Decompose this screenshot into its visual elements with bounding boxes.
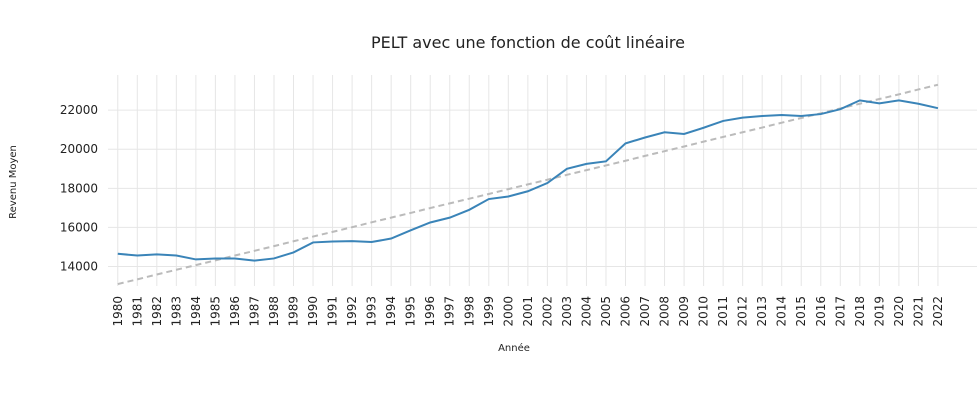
x-tick-label: 2002 xyxy=(540,296,554,327)
y-tick-label: 16000 xyxy=(60,220,98,234)
line-series xyxy=(117,99,939,262)
x-tick-label: 2003 xyxy=(560,296,574,327)
x-tick-label: 2001 xyxy=(521,296,535,327)
x-tick-label: 2013 xyxy=(755,296,769,327)
x-tick-label: 1993 xyxy=(365,296,379,327)
x-tick-label: 2008 xyxy=(658,296,672,327)
y-tick-label: 22000 xyxy=(60,103,98,117)
x-tick-label: 2011 xyxy=(716,296,730,327)
x-tick-label: 1988 xyxy=(267,296,281,327)
x-tick-label: 2015 xyxy=(794,296,808,327)
x-tick-label: 1994 xyxy=(384,296,398,327)
x-tick-label: 1987 xyxy=(247,296,261,327)
x-tick-label: 1986 xyxy=(228,296,242,327)
x-tick-label: 2019 xyxy=(872,296,886,327)
x-tick-label: 1984 xyxy=(189,296,203,327)
x-tick-label: 2021 xyxy=(911,296,925,327)
x-axis-label: Année xyxy=(498,342,530,354)
x-tick-label: 1991 xyxy=(326,296,340,327)
y-axis-label: Revenu Moyen xyxy=(8,145,19,219)
y-tick-label: 18000 xyxy=(60,181,98,195)
x-tick-label: 2014 xyxy=(775,296,789,327)
x-tick-label: 2012 xyxy=(736,296,750,327)
x-tick-label: 1996 xyxy=(423,296,437,327)
x-tick-label: 2018 xyxy=(853,296,867,327)
x-tick-label: 2010 xyxy=(697,296,711,327)
x-tick-label: 2017 xyxy=(833,296,847,327)
x-tick-label: 1998 xyxy=(462,296,476,327)
x-tick-label: 1981 xyxy=(130,296,144,327)
x-tick-label: 2009 xyxy=(677,296,691,327)
y-tick-label: 20000 xyxy=(60,142,98,156)
x-tick-label: 2000 xyxy=(501,296,515,327)
x-tick-label: 1999 xyxy=(482,296,496,327)
x-tick-label: 2022 xyxy=(931,296,945,327)
y-tick-label: 14000 xyxy=(60,259,98,273)
x-tick-label: 2016 xyxy=(814,296,828,327)
x-tick-label: 2006 xyxy=(618,296,632,327)
x-tick-label: 2004 xyxy=(579,296,593,327)
x-tick-label: 1995 xyxy=(404,296,418,327)
x-tick-label: 1992 xyxy=(345,296,359,327)
x-tick-label: 1989 xyxy=(287,296,301,327)
line-series xyxy=(117,83,939,286)
x-tick-label: 1983 xyxy=(169,296,183,327)
x-tick-label: 1980 xyxy=(111,296,125,327)
x-tick-label: 2020 xyxy=(892,296,906,327)
x-tick-label: 2005 xyxy=(599,296,613,327)
x-tick-label: 1985 xyxy=(208,296,222,327)
x-tick-label: 2007 xyxy=(638,296,652,327)
x-tick-label: 1982 xyxy=(150,296,164,327)
chart-title: PELT avec une fonction de coût linéaire xyxy=(371,33,685,52)
x-tick-label: 1990 xyxy=(306,296,320,327)
x-tick-label: 1997 xyxy=(443,296,457,327)
